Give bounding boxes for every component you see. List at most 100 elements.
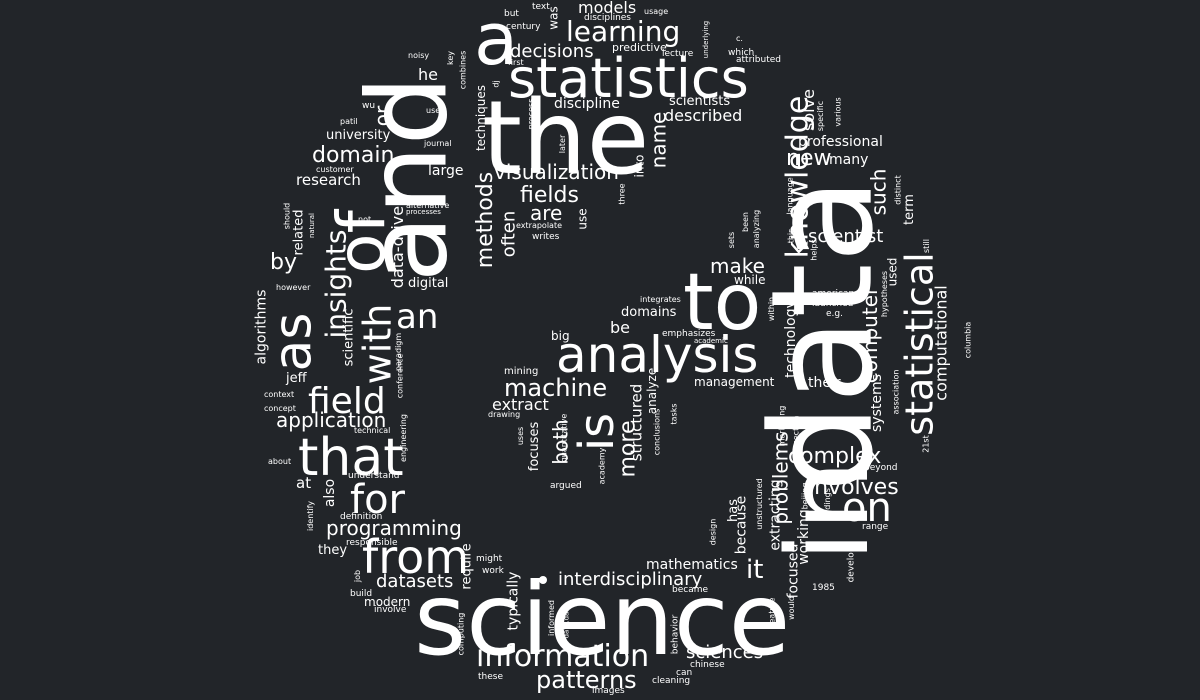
word-attributed: attributed (736, 55, 781, 65)
word-argued: argued (550, 481, 582, 491)
word-be: be (610, 318, 630, 337)
word-that: that (298, 428, 404, 488)
word-techniques: techniques (474, 84, 489, 152)
word-should: should (282, 202, 292, 230)
word-emphasizes: emphasizes (662, 329, 716, 339)
word-processes: processes (406, 208, 441, 216)
word-about: about (268, 457, 292, 466)
word-interdisciplinary: interdisciplinary (558, 569, 703, 590)
word-analyze: analyze (645, 367, 660, 415)
word-application: application (276, 408, 387, 432)
word-develop: develop (846, 546, 857, 583)
word-scientific: scientific (341, 308, 357, 367)
word-statistics: statistics (508, 47, 749, 110)
word-journal: journal (424, 139, 452, 148)
word-systems: systems (868, 374, 885, 432)
word-cleaning: cleaning (652, 676, 691, 686)
word-scientist: scientist (808, 226, 884, 247)
word-models: models (578, 0, 637, 17)
word-distinct: distinct (893, 175, 903, 205)
word-wu: wu (362, 101, 376, 111)
word-while: while (734, 273, 766, 287)
word-user: user (426, 106, 444, 115)
word-key: key (446, 50, 456, 66)
word-text: text (532, 2, 550, 12)
word-computer: computer (858, 286, 883, 384)
word-underlying: underlying (702, 20, 711, 59)
word-usage: usage (644, 7, 669, 16)
word-conclusions: conclusions (652, 408, 662, 456)
word-quantitative: quantitative (559, 413, 569, 463)
word-drawing: drawing (488, 410, 521, 419)
word-context: context (264, 390, 295, 399)
word-large: large (428, 163, 464, 179)
word-not: not (358, 215, 372, 224)
word-discipline: discipline (554, 96, 620, 112)
word-sciences: sciences (686, 642, 764, 663)
word-responsible: responsible (346, 538, 398, 548)
word-they: they (318, 543, 348, 558)
word-been: been (741, 212, 750, 232)
word-analysis: analysis (556, 326, 759, 384)
word-require: require (459, 543, 475, 590)
word-at: at (296, 474, 312, 492)
word-which: which (728, 48, 755, 58)
word-technology: technology (782, 300, 799, 378)
word-their: their (808, 375, 841, 391)
word-writes: writes (532, 232, 560, 242)
word-century: century (506, 22, 541, 32)
word-process: process (526, 98, 536, 130)
word-an: an (396, 297, 439, 337)
word-it: it (746, 555, 764, 585)
word-association: association (891, 369, 901, 415)
word-term: term (901, 194, 917, 225)
word-he: he (418, 65, 438, 84)
word-has: has (725, 499, 741, 522)
word-behavior: behavior (670, 614, 681, 655)
word-findings: findings (822, 488, 832, 520)
word-beijing: beijing (800, 482, 810, 510)
word-or: or (370, 105, 395, 127)
word-tasks: tasks (669, 403, 679, 425)
word-domains: domains (621, 305, 677, 320)
word-related: related (291, 209, 307, 256)
word-structured: structured (627, 383, 646, 462)
word-section: section (791, 415, 801, 445)
word-uses: uses (516, 426, 526, 446)
word-would: would (786, 596, 796, 620)
word-can: can (676, 668, 693, 678)
word-still: still (921, 239, 931, 253)
word-eg: e.g. (826, 309, 843, 319)
word-new: new (786, 146, 832, 171)
word-build: build (350, 589, 373, 599)
word-21st: 21st (921, 435, 931, 453)
word-predictive: predictive (612, 41, 667, 54)
word-design: design (708, 518, 718, 546)
word-domain: domain (312, 143, 395, 168)
word-extract: extract (492, 395, 549, 414)
word-field: field (308, 381, 386, 422)
word-but: but (504, 9, 519, 19)
word-by: by (270, 250, 297, 275)
word-work: work (482, 566, 504, 576)
word-datadata: data.data (562, 604, 571, 639)
word-noisy: noisy (408, 51, 430, 60)
word-conference: conference (395, 353, 405, 399)
word-informed: informed (546, 600, 556, 636)
word-job: job (353, 569, 363, 583)
word-on: on (842, 485, 892, 531)
word-computational: computational (931, 285, 951, 401)
word-decisions: decisions (510, 41, 594, 62)
word-various: various (833, 97, 843, 127)
word-launched: launched (812, 299, 854, 309)
word-solve: solve (798, 89, 818, 131)
word-with: with (355, 303, 400, 385)
word-a: a (474, 0, 519, 81)
word-university: university (326, 128, 391, 143)
word-involves: involves (808, 475, 899, 500)
word-often: often (498, 210, 520, 258)
word-marketing: marketing (777, 405, 787, 447)
word-identify: identify (306, 500, 316, 532)
word-such: such (866, 168, 891, 216)
